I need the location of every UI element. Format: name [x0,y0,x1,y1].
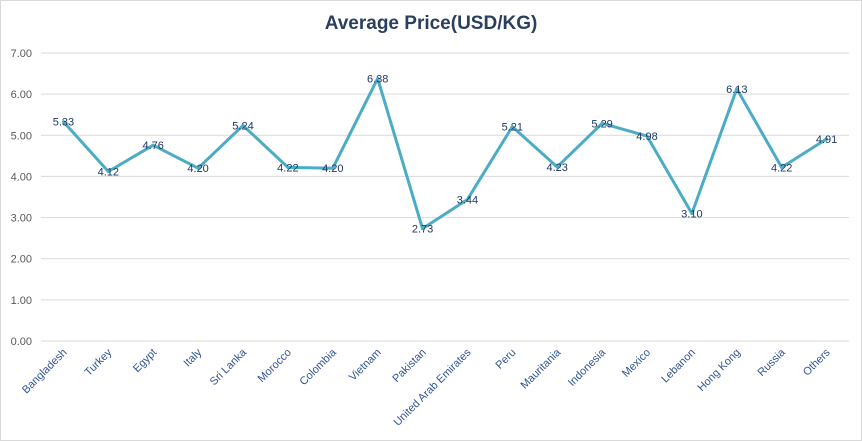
data-point [780,165,784,169]
x-tick-label: United Arab Emirates [392,346,474,428]
gridlines [41,52,849,342]
x-tick-label: Hong Kong [695,347,742,394]
x-tick-label: Russia [756,346,789,379]
y-tick-label: 1.00 [11,295,32,307]
data-label: 4.22 [771,162,792,174]
data-point [825,137,829,141]
series-layer [61,77,829,231]
x-tick-label: Mexico [620,347,653,380]
data-label: 4.20 [187,163,208,175]
data-label: 4.76 [143,140,164,152]
y-tick-label: 5.00 [11,130,32,142]
y-tick-label: 4.00 [11,171,32,183]
data-point [645,134,649,138]
y-tick-label: 2.00 [11,254,32,266]
data-labels: 5.33 4.12 4.76 4.20 5.24 4.22 4.20 6.38 2.73 3.44… [53,74,838,236]
data-point [600,121,604,125]
data-point [331,166,335,170]
data-point [61,120,65,124]
x-tick-label: Others [801,346,833,378]
data-point [690,211,694,215]
series-line [61,77,829,231]
x-tick-label: Vietnam [347,347,384,384]
data-label: 4.23 [547,162,568,174]
data-label: 4.91 [816,134,837,146]
x-tick-label: Lebanon [659,347,698,386]
data-label: 2.73 [412,224,433,236]
data-label: 5.21 [502,122,523,134]
data-label: 4.22 [277,162,298,174]
y-tick-label: 3.00 [11,213,32,225]
chart-title: Average Price(USD/KG) [324,13,538,34]
x-tick-label: Mauritania [519,346,564,391]
x-tick-label: Bangladesh [20,347,70,397]
data-point [286,165,290,169]
data-point [106,169,110,173]
data-point [241,123,245,127]
y-axis-ticks: 0.00 1.00 2.00 3.00 4.00 5.00 6.00 7.00 [11,48,32,348]
x-tick-label: Italy [181,346,204,369]
x-tick-label: Sri Lanka [208,346,250,388]
data-label: 3.10 [681,208,702,220]
x-tick-label: Morocco [256,347,294,385]
y-tick-label: 0.00 [11,336,32,348]
data-point [151,143,155,147]
data-label: 4.20 [322,163,343,175]
data-label: 4.12 [98,166,119,178]
x-tick-label: Indonesia [566,346,609,389]
data-point [555,165,559,169]
data-label: 5.33 [53,117,74,129]
data-point [735,87,739,91]
x-axis-ticks: Bangladesh Turkey Egypt Italy Sri Lanka Moroc… [20,346,833,429]
x-tick-label: Egypt [131,347,159,375]
data-label: 3.44 [457,194,478,206]
data-label: 5.29 [591,118,612,130]
y-tick-label: 6.00 [11,89,32,101]
data-point [376,77,380,81]
data-point [465,197,469,201]
data-point [421,227,425,231]
data-label: 6.38 [367,74,388,86]
data-label: 6.13 [726,84,747,96]
data-point [196,166,200,170]
data-label: 5.24 [232,120,253,132]
data-point [510,125,514,129]
data-label: 4.98 [636,131,657,143]
x-tick-label: Colombia [298,346,340,388]
x-tick-label: Pakistan [390,347,428,385]
y-tick-label: 7.00 [11,48,32,60]
x-tick-label: Peru [494,347,519,372]
x-tick-label: Turkey [82,346,114,378]
